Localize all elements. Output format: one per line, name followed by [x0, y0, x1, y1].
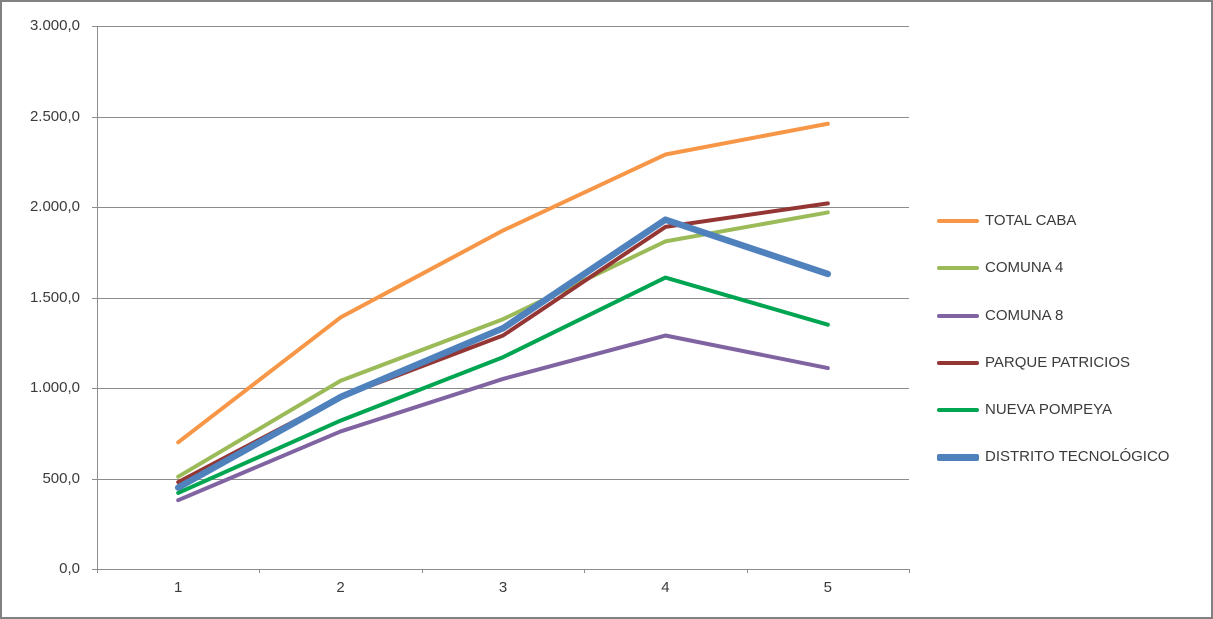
- series-line[interactable]: [176, 333, 830, 503]
- legend-label: TOTAL CABA: [985, 212, 1077, 229]
- series-line[interactable]: [176, 275, 830, 495]
- x-axis-tick-label: 3: [498, 579, 508, 596]
- y-axis-tick-label: 1.500,0: [29, 288, 80, 306]
- legend-item[interactable]: TOTAL CABA: [937, 211, 1076, 231]
- x-axis-tick-label: 4: [661, 579, 670, 596]
- series-line[interactable]: [174, 216, 832, 491]
- legend-item[interactable]: COMUNA 4: [937, 258, 1063, 278]
- legend-swatch: [937, 453, 979, 461]
- x-axis-tick-label: 2: [336, 579, 345, 596]
- legend-item[interactable]: DISTRITO TECNOLÓGICO: [937, 447, 1169, 467]
- x-axis-tick-label: 1: [174, 579, 183, 596]
- legend-label: PARQUE PATRICIOS: [985, 353, 1131, 371]
- legend-label: NUEVA POMPEYA: [985, 401, 1112, 418]
- legend-swatch: [937, 408, 979, 412]
- legend-item[interactable]: NUEVA POMPEYA: [937, 400, 1112, 420]
- legend-swatch: [937, 266, 979, 271]
- legend-label: DISTRITO TECNOLÓGICO: [985, 448, 1170, 466]
- legend-label: COMUNA 8: [985, 306, 1064, 324]
- series-line[interactable]: [176, 210, 830, 479]
- legend-swatch: [937, 360, 979, 365]
- series-line[interactable]: [176, 121, 830, 445]
- series-line[interactable]: [176, 201, 830, 485]
- x-axis-tick-label: 5: [823, 579, 832, 596]
- y-axis-tick-label: 2.000,0: [29, 198, 80, 215]
- y-axis-tick-label: 0,0: [59, 560, 80, 577]
- legend-item[interactable]: PARQUE PATRICIOS: [937, 353, 1130, 373]
- legend-label: COMUNA 4: [985, 259, 1064, 277]
- y-axis-tick-label: 500,0: [42, 469, 80, 487]
- legend-swatch: [937, 313, 979, 318]
- legend-swatch: [937, 219, 979, 223]
- legend-item[interactable]: COMUNA 8: [937, 306, 1063, 326]
- y-axis-tick-label: 3.000,0: [29, 17, 80, 34]
- y-axis-tick-label: 1.000,0: [29, 379, 80, 396]
- y-axis-tick-label: 2.500,0: [29, 107, 80, 125]
